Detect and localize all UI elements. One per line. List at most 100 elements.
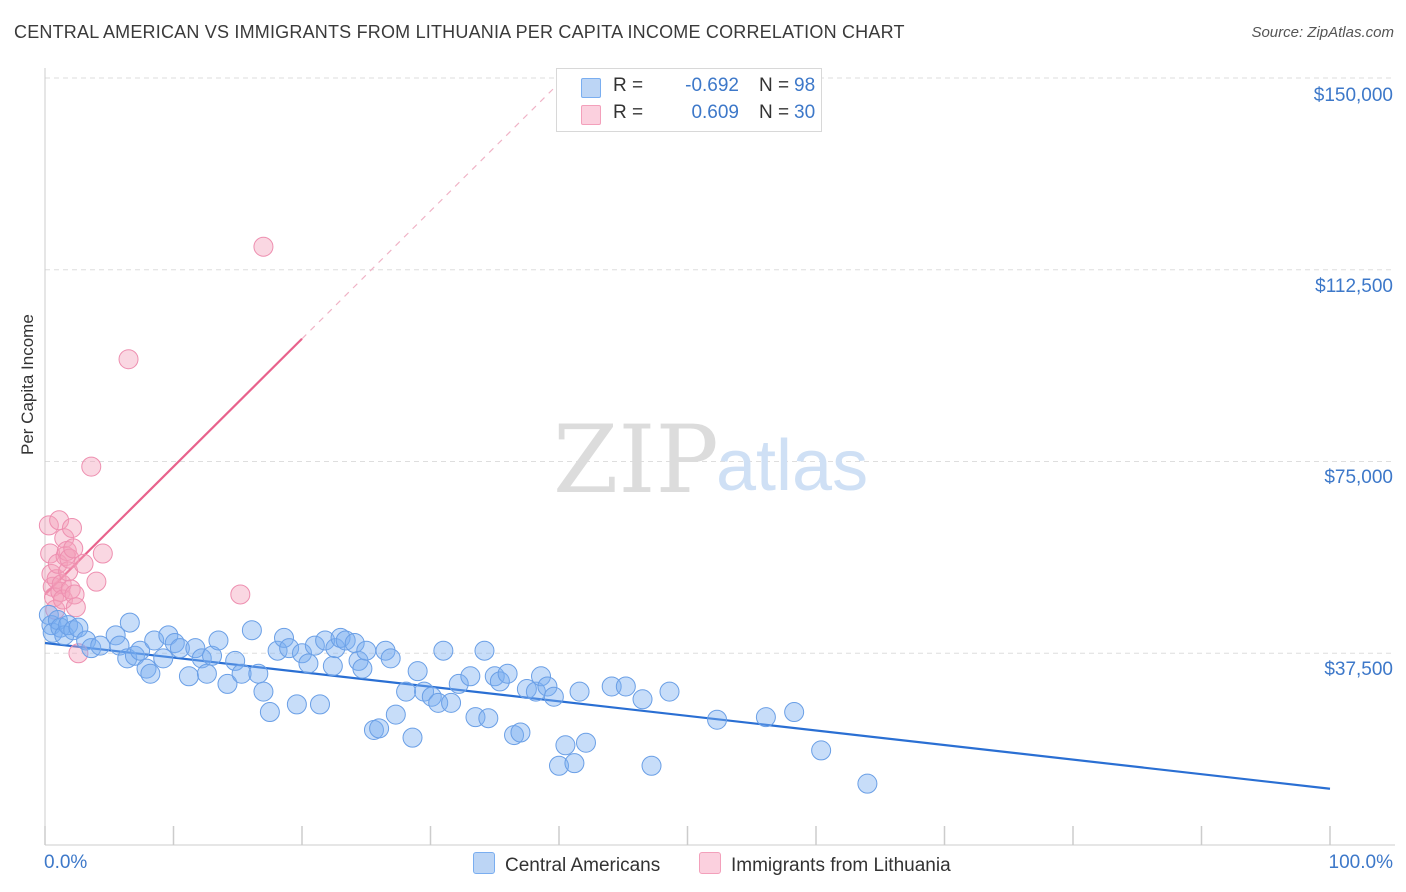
legend-swatch-pink xyxy=(581,105,601,125)
central-american-point xyxy=(396,681,417,702)
central-american-point xyxy=(325,638,346,659)
central-american-point xyxy=(460,666,481,687)
central-american-point xyxy=(380,648,401,669)
lithuania-point xyxy=(92,543,113,564)
central-american-point xyxy=(217,673,238,694)
central-american-point xyxy=(225,650,246,671)
x-tick-label: 100.0% xyxy=(1328,852,1393,873)
correlation-legend: R = -0.692 N = 98 R = 0.609 N = 30 xyxy=(556,68,822,132)
legend-n-label: N = xyxy=(759,102,790,123)
central-american-point xyxy=(549,755,569,776)
central-american-point xyxy=(564,753,585,774)
central-american-point xyxy=(259,702,280,723)
central-american-point xyxy=(575,732,596,753)
legend-n-value: 98 xyxy=(794,75,816,96)
central-american-point xyxy=(707,709,728,730)
central-american-point xyxy=(309,694,330,715)
central-american-point xyxy=(448,673,469,694)
central-american-point xyxy=(298,653,319,674)
central-american-point xyxy=(253,681,274,702)
axes xyxy=(44,68,1395,846)
central-american-point xyxy=(202,645,223,666)
legend-r-label: R = xyxy=(613,75,644,96)
central-american-point xyxy=(474,640,495,661)
central-american-point xyxy=(196,663,217,684)
central-american-point xyxy=(537,676,558,697)
central-american-point xyxy=(784,702,805,723)
central-american-point xyxy=(47,610,68,631)
lithuania-point xyxy=(61,517,82,538)
central-american-point xyxy=(130,640,151,661)
bottom-legend-central-americans: Central Americans xyxy=(473,852,660,877)
central-american-point xyxy=(315,630,336,651)
y-tick-label: $75,000 xyxy=(1324,467,1393,488)
data-points xyxy=(38,236,878,794)
legend-r-value: -0.692 xyxy=(685,75,739,96)
central-american-point xyxy=(286,694,307,715)
central-american-point xyxy=(279,638,300,659)
central-american-point xyxy=(105,625,126,646)
central-american-point xyxy=(555,735,576,756)
central-american-point xyxy=(68,617,89,638)
lithuania-point xyxy=(64,584,85,605)
central-american-point xyxy=(241,620,262,641)
central-american-point xyxy=(811,740,832,761)
lithuania-point xyxy=(73,553,94,574)
central-american-point xyxy=(421,686,442,707)
central-american-point xyxy=(178,666,199,687)
bottom-legend-lithuania: Immigrants from Lithuania xyxy=(699,852,951,877)
y-tick-label: $112,500 xyxy=(1315,276,1393,297)
central-american-point xyxy=(169,638,190,659)
lithuania-point xyxy=(65,597,86,618)
x-tick-label: 0.0% xyxy=(44,852,88,873)
central-american-point xyxy=(755,707,776,728)
lithuania-point xyxy=(68,643,89,664)
central-american-point xyxy=(659,681,680,702)
central-american-point xyxy=(158,625,179,646)
central-american-point xyxy=(117,648,138,669)
lithuania-point xyxy=(253,236,274,257)
central-american-point xyxy=(369,718,390,739)
trend-line-lithuania xyxy=(44,338,303,596)
trend-line-extension xyxy=(301,82,560,340)
legend-swatch-blue xyxy=(581,78,601,98)
central-american-point xyxy=(322,656,343,677)
lithuania-point xyxy=(40,543,61,564)
central-american-point xyxy=(433,640,454,661)
central-american-point xyxy=(632,689,653,710)
lithuania-point xyxy=(86,571,107,592)
bottom-legend-label: Central Americans xyxy=(505,855,661,876)
central-american-point xyxy=(140,663,161,684)
central-american-point xyxy=(489,671,510,692)
legend-n-value: 30 xyxy=(794,102,816,123)
central-american-point xyxy=(407,661,428,682)
watermark-zip: ZIP xyxy=(553,406,719,515)
bottom-legend-swatch-pink xyxy=(699,852,721,874)
lithuania-point xyxy=(52,589,73,610)
central-american-point xyxy=(615,676,636,697)
central-american-point xyxy=(208,630,229,651)
central-american-point xyxy=(304,635,325,656)
central-american-point xyxy=(185,638,206,659)
central-american-point xyxy=(352,658,373,679)
central-american-point xyxy=(153,648,174,669)
central-american-point xyxy=(292,643,312,664)
central-american-point xyxy=(441,692,462,713)
chart-title: CENTRAL AMERICAN VS IMMIGRANTS FROM LITH… xyxy=(14,22,905,42)
central-american-point xyxy=(109,635,130,656)
central-american-point xyxy=(119,612,140,633)
y-tick-label: $37,500 xyxy=(1324,659,1393,680)
lithuania-point xyxy=(118,349,139,370)
central-american-point xyxy=(402,727,423,748)
y-tick-label: $150,000 xyxy=(1313,85,1393,106)
y-axis-label: Per Capita Income xyxy=(18,314,37,455)
legend-r-value: 0.609 xyxy=(691,102,739,123)
gridlines xyxy=(45,77,1395,654)
central-american-point xyxy=(641,755,662,776)
legend-n-label: N = xyxy=(759,75,790,96)
central-american-point xyxy=(248,663,269,684)
lithuania-point xyxy=(81,456,102,477)
bottom-legend-swatch-blue xyxy=(473,852,495,874)
lithuania-point xyxy=(230,584,251,605)
